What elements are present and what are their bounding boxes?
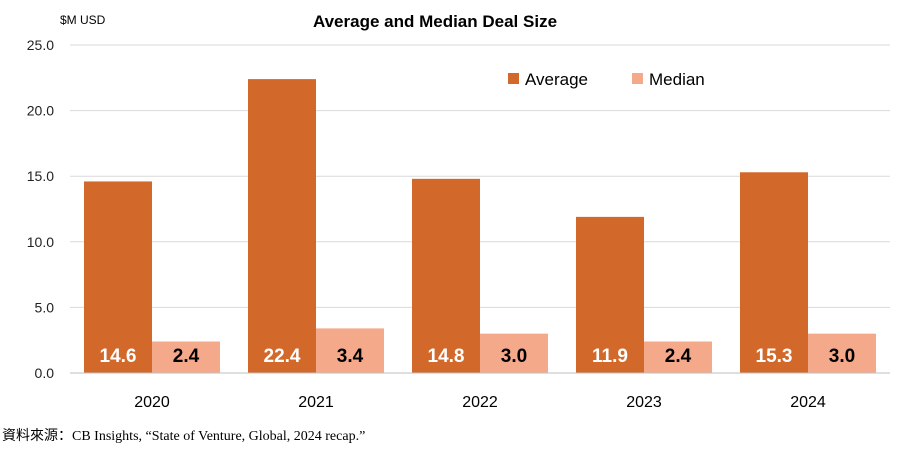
- data-label-average-2021: 22.4: [264, 346, 301, 367]
- y-tick-label: 10.0: [27, 234, 54, 250]
- bar-median-2021: [316, 328, 384, 373]
- data-label-median-2023: 2.4: [665, 346, 692, 367]
- data-label-median-2021: 3.4: [337, 346, 364, 367]
- x-tick-label: 2023: [626, 394, 662, 411]
- bar-average-2021: [248, 79, 316, 373]
- bar-average-2024: [740, 172, 808, 373]
- bar-median-2024: [808, 333, 876, 373]
- legend-swatch-median: [632, 73, 643, 84]
- y-tick-label: 15.0: [27, 168, 54, 184]
- bar-average-2023: [576, 216, 644, 373]
- x-tick-label: 2024: [790, 394, 826, 411]
- y-tick-label: 25.0: [27, 37, 54, 53]
- data-label-average-2020: 14.6: [100, 346, 137, 367]
- bar-median-2022: [480, 333, 548, 373]
- x-tick-label: 2020: [134, 394, 170, 411]
- bar-average-2020: [84, 181, 152, 373]
- bar-median-2023: [644, 341, 712, 373]
- y-unit-label: $M USD: [60, 13, 106, 27]
- data-label-average-2022: 14.8: [428, 346, 465, 367]
- data-label-median-2020: 2.4: [173, 346, 200, 367]
- y-tick-label: 20.0: [27, 103, 54, 119]
- bar-median-2020: [152, 341, 220, 373]
- legend-swatch-average: [508, 73, 519, 84]
- x-tick-label: 2022: [462, 394, 498, 411]
- bar-average-2022: [412, 178, 480, 373]
- chart-title: Average and Median Deal Size: [313, 12, 557, 31]
- x-tick-label: 2021: [298, 394, 334, 411]
- source-note: 資料來源：CB Insights, “State of Venture, Glo…: [2, 428, 365, 444]
- y-tick-label: 0.0: [35, 365, 55, 381]
- legend-label-median: Median: [649, 70, 705, 89]
- legend-label-average: Average: [525, 70, 588, 89]
- data-label-median-2024: 3.0: [829, 346, 855, 367]
- y-tick-label: 5.0: [35, 299, 55, 315]
- data-label-median-2022: 3.0: [501, 346, 527, 367]
- data-label-average-2023: 11.9: [592, 346, 628, 367]
- data-label-average-2024: 15.3: [756, 346, 793, 367]
